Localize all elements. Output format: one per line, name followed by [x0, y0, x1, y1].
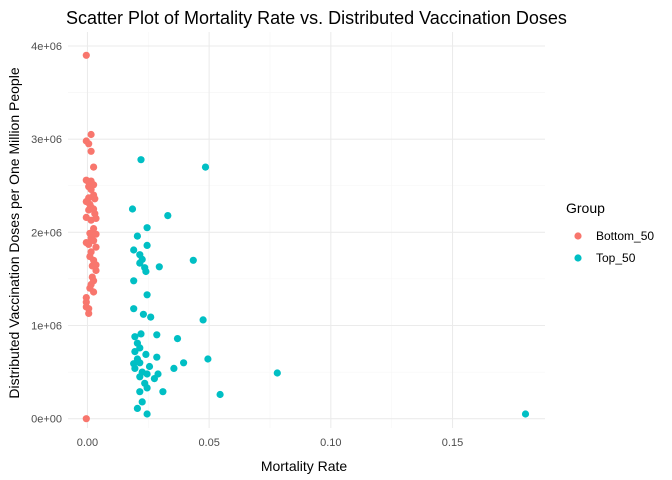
data-point [145, 362, 154, 371]
x-axis-tick-labels: 0.00 0.05 0.10 0.15 [77, 437, 463, 449]
data-point [90, 163, 98, 171]
legend-label-bottom-50: Bottom_50 [596, 229, 654, 243]
data-point [85, 140, 93, 148]
data-point [90, 237, 98, 245]
data-point [90, 288, 98, 296]
y-tick-label: 2e+06 [31, 227, 62, 239]
data-point [143, 291, 151, 299]
data-point [130, 277, 138, 285]
data-point [87, 130, 95, 139]
data-point [201, 163, 210, 171]
y-tick-label: 3e+06 [31, 134, 62, 146]
data-point [92, 243, 100, 251]
data-point [143, 410, 151, 418]
data-point [142, 267, 150, 276]
x-tick-label: 0.10 [320, 437, 341, 449]
x-tick-label: 0.15 [442, 437, 463, 449]
data-point [131, 364, 139, 372]
data-point [85, 240, 93, 248]
data-point [133, 404, 141, 412]
data-point [143, 384, 151, 392]
data-point [130, 305, 138, 313]
legend-label-top-50: Top_50 [596, 251, 636, 265]
series-bottom-50-points [82, 51, 100, 423]
data-point [136, 344, 144, 352]
legend-key-bottom-50 [574, 232, 582, 240]
data-point [92, 230, 100, 238]
data-point [164, 212, 172, 220]
x-tick-label: 0.05 [198, 437, 219, 449]
data-point [180, 359, 188, 367]
data-point [199, 316, 207, 324]
major-gridlines [68, 32, 545, 428]
chart-title: Scatter Plot of Mortality Rate vs. Distr… [66, 8, 567, 28]
data-point [136, 388, 144, 396]
data-point [136, 259, 144, 267]
data-point [138, 398, 146, 406]
legend-key-top-50 [574, 254, 582, 262]
data-point [87, 147, 95, 155]
data-point [521, 410, 530, 418]
x-axis-title: Mortality Rate [261, 458, 348, 474]
data-point [130, 246, 138, 254]
data-point [216, 390, 224, 399]
data-point [82, 51, 90, 59]
data-point [153, 353, 161, 361]
y-tick-label: 1e+06 [31, 321, 62, 333]
data-point [82, 303, 90, 311]
y-axis-title: Distributed Vaccination Doses per One Mi… [6, 67, 22, 398]
data-point [204, 355, 212, 363]
data-point [92, 266, 100, 275]
data-point [189, 256, 197, 264]
data-point [136, 359, 144, 367]
data-point [85, 309, 93, 317]
x-tick-label: 0.00 [77, 437, 98, 449]
data-point [131, 333, 139, 341]
data-point [273, 369, 281, 377]
data-point [143, 241, 151, 249]
y-axis-tick-labels: 0e+00 1e+06 2e+06 3e+06 4e+06 [31, 41, 62, 426]
y-tick-label: 4e+06 [31, 41, 62, 53]
series-top-50-points [128, 156, 530, 418]
data-point [139, 310, 147, 318]
data-point [128, 205, 137, 213]
data-point [155, 263, 163, 271]
legend-title: Group [566, 200, 605, 216]
data-point [87, 185, 95, 194]
data-point [142, 350, 150, 358]
data-point [143, 370, 151, 378]
data-point [136, 373, 144, 381]
minor-gridlines [68, 32, 545, 428]
data-point [91, 195, 99, 203]
data-point [170, 364, 178, 372]
legend: Group Bottom_50 Top_50 [566, 200, 654, 265]
data-point [137, 156, 145, 164]
data-point [159, 388, 167, 396]
data-point [92, 214, 100, 222]
data-point [143, 224, 151, 232]
data-point [150, 375, 158, 383]
data-point [133, 232, 141, 240]
plot-panel [68, 32, 545, 428]
data-point [147, 313, 155, 321]
data-point [173, 335, 182, 343]
y-tick-label: 0e+00 [31, 414, 62, 426]
data-point [137, 330, 145, 338]
data-point [131, 348, 139, 356]
data-point [82, 415, 90, 423]
data-point [153, 331, 161, 339]
